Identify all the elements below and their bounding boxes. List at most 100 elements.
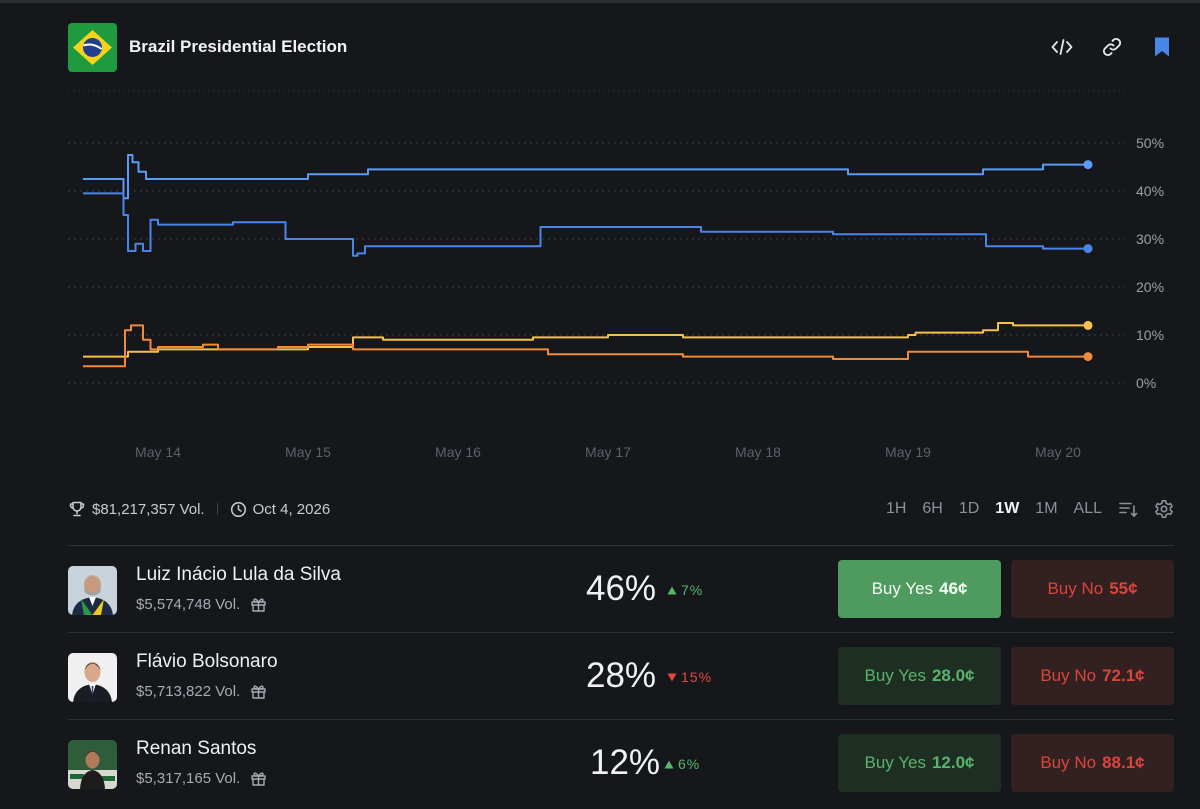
series-line-0 xyxy=(83,154,1088,200)
gift-icon xyxy=(251,772,266,786)
buy-yes-button[interactable]: Buy Yes 28.0¢ xyxy=(838,647,1001,705)
rewards-button[interactable] xyxy=(250,770,267,787)
buy-no-price: 72.1¢ xyxy=(1102,666,1145,685)
market-meta: $81,217,357 Vol. Oct 4, 2026 xyxy=(68,498,330,520)
x-tick-label: May 14 xyxy=(135,444,181,460)
outcome-row-lula[interactable]: Luiz Inácio Lula da Silva $5,574,748 Vol… xyxy=(68,546,1174,632)
trophy-icon xyxy=(68,500,86,518)
link-icon xyxy=(1103,38,1121,56)
embed-code-button[interactable] xyxy=(1050,35,1074,59)
buy-no-button[interactable]: Buy No 55¢ xyxy=(1011,560,1174,618)
candidate-name: Flávio Bolsonaro xyxy=(136,651,278,672)
price-history-chart: 50% 40% 30% 20% 10% 0% May 14 May 15 May 16 May 1… xyxy=(0,80,1200,480)
buy-yes-label: Buy Yes xyxy=(864,753,926,772)
triangle-down-icon xyxy=(667,673,677,681)
candidate-name: Renan Santos xyxy=(136,738,257,759)
buy-yes-label: Buy Yes xyxy=(871,579,934,598)
series-endpoint-1 xyxy=(1083,244,1093,254)
range-1d[interactable]: 1D xyxy=(958,500,980,517)
range-1m[interactable]: 1M xyxy=(1035,500,1058,517)
flag-brazil-icon xyxy=(68,22,117,72)
y-tick-label: 40% xyxy=(1136,183,1164,199)
gear-icon xyxy=(1155,500,1173,518)
page-title: Brazil Presidential Election xyxy=(129,37,348,56)
probability-change-value: 6% xyxy=(678,756,701,772)
candidate-volume: $5,713,822 Vol. xyxy=(136,683,267,700)
x-tick-label: May 17 xyxy=(585,444,631,460)
buy-no-label: Buy No xyxy=(1040,666,1097,685)
copy-link-button[interactable] xyxy=(1100,35,1124,59)
buy-yes-price: 28.0¢ xyxy=(931,666,975,685)
candidate-volume-value: $5,574,748 Vol. xyxy=(136,596,241,613)
probability-change-value: 7% xyxy=(681,582,704,598)
gift-icon xyxy=(251,685,266,699)
triangle-up-icon xyxy=(667,586,677,594)
bookmark-button[interactable] xyxy=(1150,35,1174,59)
time-range-selector: 1H 6H 1D 1W 1M ALL xyxy=(886,498,1174,520)
buy-no-button[interactable]: Buy No 72.1¢ xyxy=(1011,647,1174,705)
buy-yes-label: Buy Yes xyxy=(864,666,926,685)
code-icon xyxy=(1051,39,1073,55)
sort-icon xyxy=(1119,502,1138,518)
buy-no-label: Buy No xyxy=(1047,579,1104,598)
avatar xyxy=(68,740,117,789)
range-1h[interactable]: 1H xyxy=(885,500,907,517)
buy-yes-button[interactable]: Buy Yes 12.0¢ xyxy=(838,734,1001,792)
series-endpoint-3 xyxy=(1083,352,1093,362)
outcome-probability: 46% xyxy=(586,569,657,608)
rewards-button[interactable] xyxy=(250,596,267,613)
clock-icon xyxy=(230,501,247,518)
candidate-volume-value: $5,713,822 Vol. xyxy=(136,683,241,700)
avatar xyxy=(68,653,117,702)
divider xyxy=(68,719,1174,720)
candidate-name: Luiz Inácio Lula da Silva xyxy=(136,564,341,585)
outcome-probability: 28% xyxy=(586,656,657,695)
buy-yes-price: 46¢ xyxy=(939,579,968,598)
buy-no-price: 88.1¢ xyxy=(1102,753,1145,772)
bookmark-icon xyxy=(1155,37,1169,57)
x-tick-label: May 19 xyxy=(885,444,931,460)
y-tick-label: 10% xyxy=(1136,327,1164,343)
y-tick-label: 30% xyxy=(1136,231,1164,247)
candidate-volume-value: $5,317,165 Vol. xyxy=(136,770,241,787)
rewards-button[interactable] xyxy=(250,683,267,700)
divider xyxy=(68,545,1174,546)
avatar xyxy=(68,566,117,615)
buy-no-button[interactable]: Buy No 88.1¢ xyxy=(1011,734,1174,792)
divider xyxy=(68,632,1174,633)
buy-yes-button[interactable]: Buy Yes 46¢ xyxy=(838,560,1001,618)
x-tick-label: May 20 xyxy=(1035,444,1081,460)
probability-change: 7% xyxy=(667,582,703,598)
candidate-volume: $5,574,748 Vol. xyxy=(136,596,267,613)
range-6h[interactable]: 6H xyxy=(922,500,943,517)
market-header: Brazil Presidential Election xyxy=(68,22,1174,72)
candidate-volume: $5,317,165 Vol. xyxy=(136,770,267,787)
probability-change-value: 15% xyxy=(681,669,713,685)
series-endpoint-0 xyxy=(1083,160,1093,170)
buy-yes-price: 12.0¢ xyxy=(931,753,975,772)
buy-no-label: Buy No xyxy=(1040,753,1097,772)
triangle-up-icon xyxy=(664,760,674,768)
sort-button[interactable] xyxy=(1118,499,1138,519)
outcome-row-flavio-bolsonaro[interactable]: Flávio Bolsonaro $5,713,822 Vol. 28% 15%… xyxy=(68,633,1174,719)
series-line-1 xyxy=(83,192,1088,257)
y-tick-label: 20% xyxy=(1136,279,1164,295)
x-tick-label: May 15 xyxy=(285,444,331,460)
outcome-row-renan-santos[interactable]: Renan Santos $5,317,165 Vol. 12% 6% Buy … xyxy=(68,720,1174,806)
series-line-3 xyxy=(83,324,1088,368)
y-tick-label: 50% xyxy=(1136,135,1164,151)
meta-separator xyxy=(216,503,218,515)
x-tick-label: May 16 xyxy=(435,444,481,460)
y-tick-label: 0% xyxy=(1136,375,1156,391)
buy-no-price: 55¢ xyxy=(1109,579,1138,598)
chart-svg: 50% 40% 30% 20% 10% 0% May 14 May 15 May 16 May 1… xyxy=(68,90,1164,460)
settings-button[interactable] xyxy=(1154,499,1174,519)
window-top-edge xyxy=(0,0,1200,3)
outcome-probability: 12% xyxy=(590,743,661,782)
range-1w[interactable]: 1W xyxy=(995,500,1020,517)
series-endpoint-2 xyxy=(1083,320,1093,330)
gift-icon xyxy=(251,598,266,612)
range-all[interactable]: ALL xyxy=(1073,500,1102,517)
x-tick-label: May 18 xyxy=(735,444,781,460)
probability-change: 15% xyxy=(667,669,712,685)
